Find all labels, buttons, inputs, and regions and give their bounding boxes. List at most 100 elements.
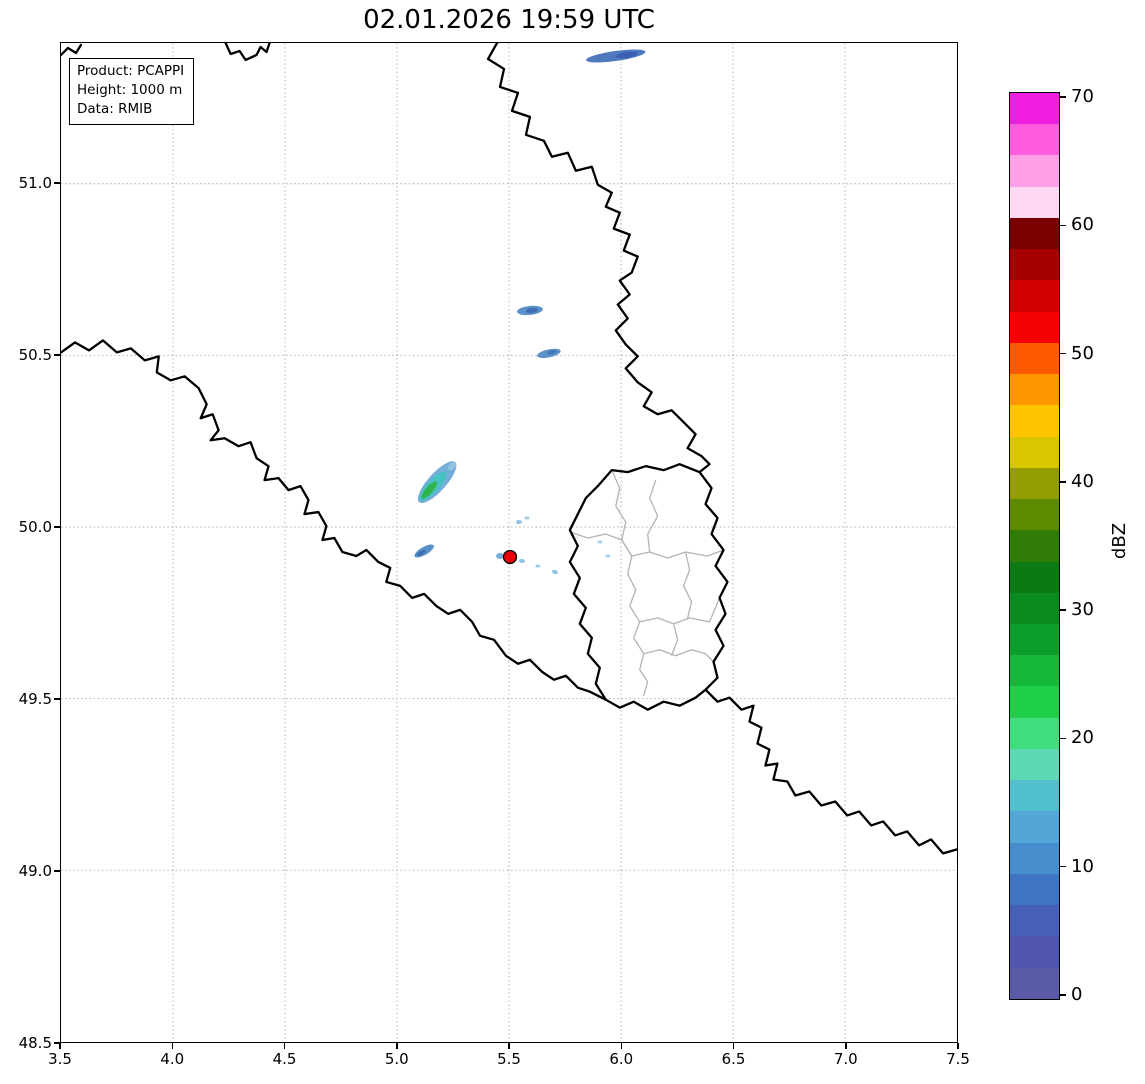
colorbar-band	[1010, 530, 1059, 562]
radar-site-marker	[502, 549, 518, 565]
colorbar-tick-mark	[1060, 352, 1066, 355]
colorbar-band	[1010, 842, 1059, 874]
y-tick-mark	[54, 182, 60, 184]
radar-echo	[615, 51, 638, 59]
x-tick-label: 6.0	[609, 1050, 634, 1068]
district-border	[682, 551, 693, 619]
info-legend: Product: PCAPPI Height: 1000 m Data: RMI…	[69, 58, 195, 126]
colorbar-tick-mark	[1060, 994, 1066, 996]
colorbar-band	[1010, 186, 1059, 218]
x-tick-mark	[508, 1043, 510, 1049]
district-border	[627, 555, 649, 696]
y-tick-label: 49.0	[18, 862, 52, 880]
colorbar-band	[1010, 655, 1059, 687]
colorbar-band	[1010, 249, 1059, 281]
x-tick-mark	[396, 1043, 398, 1049]
x-tick-label: 4.5	[272, 1050, 297, 1068]
radar-echo	[416, 549, 426, 557]
legend-height: Height: 1000 m	[77, 82, 183, 99]
x-tick-mark	[283, 1043, 286, 1049]
colorbar-band	[1010, 873, 1059, 906]
radar-echo	[605, 554, 611, 558]
y-tick-mark	[54, 354, 60, 356]
colorbar-tick-mark	[1060, 96, 1066, 98]
colorbar-tick-label: 30	[1071, 599, 1094, 621]
radar-echo	[515, 520, 522, 525]
colorbar-band	[1010, 967, 1059, 999]
radar-echo	[547, 350, 557, 355]
y-tick-label: 50.0	[18, 518, 52, 537]
x-tick-label: 5.5	[497, 1050, 521, 1068]
radar-echo	[535, 564, 541, 568]
radar-echo	[518, 558, 525, 563]
country-border	[61, 339, 607, 701]
y-tick-mark	[54, 870, 60, 872]
colorbar-band	[1010, 467, 1059, 500]
country-border	[486, 43, 711, 474]
map-plot: Product: PCAPPI Height: 1000 m Data: RMI…	[60, 42, 958, 1043]
district-border	[631, 549, 724, 559]
colorbar-band	[1010, 499, 1059, 531]
colorbar-band	[1010, 155, 1059, 187]
y-tick-label: 51.0	[18, 174, 52, 193]
colorbar-band	[1010, 717, 1059, 749]
x-tick-mark	[59, 1043, 61, 1049]
x-tick-label: 5.0	[384, 1050, 409, 1068]
x-tick-mark	[957, 1043, 959, 1049]
y-tick-label: 50.5	[18, 346, 52, 365]
colorbar-tick-label: 60	[1071, 214, 1094, 236]
colorbar-tick-label: 70	[1071, 86, 1094, 107]
district-border	[671, 623, 679, 657]
radar-echo	[552, 569, 558, 575]
x-tick-label: 3.5	[48, 1050, 72, 1068]
y-tick-mark	[54, 1042, 60, 1044]
colorbar-band	[1010, 592, 1059, 624]
colorbar-tick-mark	[1060, 481, 1066, 483]
district-border	[643, 649, 715, 663]
colorbar-tick-mark	[1060, 737, 1066, 740]
radar-echo	[447, 462, 457, 471]
colorbar-band	[1010, 686, 1059, 718]
district-border	[639, 597, 721, 625]
colorbar-band	[1010, 811, 1059, 843]
radar-echo	[524, 516, 530, 520]
colorbar-band	[1010, 280, 1059, 312]
colorbar-tick-mark	[1060, 609, 1066, 611]
radar-echo	[597, 540, 603, 544]
x-tick-label: 4.0	[160, 1050, 185, 1068]
country-border	[224, 43, 271, 62]
colorbar-band	[1010, 623, 1059, 656]
colorbar-tick-label: 20	[1071, 727, 1094, 749]
country-border	[568, 463, 729, 711]
colorbar-band	[1010, 905, 1059, 937]
colorbar-tick-label: 0	[1071, 984, 1083, 1005]
colorbar-tick-label: 10	[1071, 855, 1094, 877]
colorbar-tick-label: 50	[1071, 342, 1094, 364]
figure-title: 02.01.2026 19:59 UTC	[363, 5, 655, 35]
map-canvas	[61, 43, 957, 1042]
colorbar-band	[1010, 93, 1059, 125]
country-border	[61, 43, 83, 57]
radar-echo	[586, 49, 646, 63]
x-tick-label: 7.5	[946, 1050, 970, 1068]
colorbar-unit-label: dBZ	[1109, 522, 1130, 560]
country-border	[704, 688, 957, 855]
x-tick-mark	[732, 1043, 735, 1049]
x-tick-mark	[845, 1043, 847, 1049]
y-tick-mark	[54, 698, 60, 700]
colorbar-tick-mark	[1060, 865, 1066, 868]
y-tick-mark	[54, 526, 60, 528]
radar-echo	[496, 552, 505, 559]
colorbar-band	[1010, 936, 1059, 968]
colorbar-tick-mark	[1060, 224, 1066, 227]
district-border	[569, 531, 633, 557]
x-tick-label: 7.0	[833, 1050, 858, 1068]
district-border	[647, 479, 659, 553]
radar-echo	[525, 307, 538, 314]
x-tick-label: 6.5	[721, 1050, 746, 1068]
colorbar-scale	[1009, 92, 1060, 1000]
x-tick-mark	[620, 1043, 622, 1049]
y-tick-label: 49.5	[18, 690, 52, 708]
legend-data-source: Data: RMIB	[77, 101, 153, 118]
